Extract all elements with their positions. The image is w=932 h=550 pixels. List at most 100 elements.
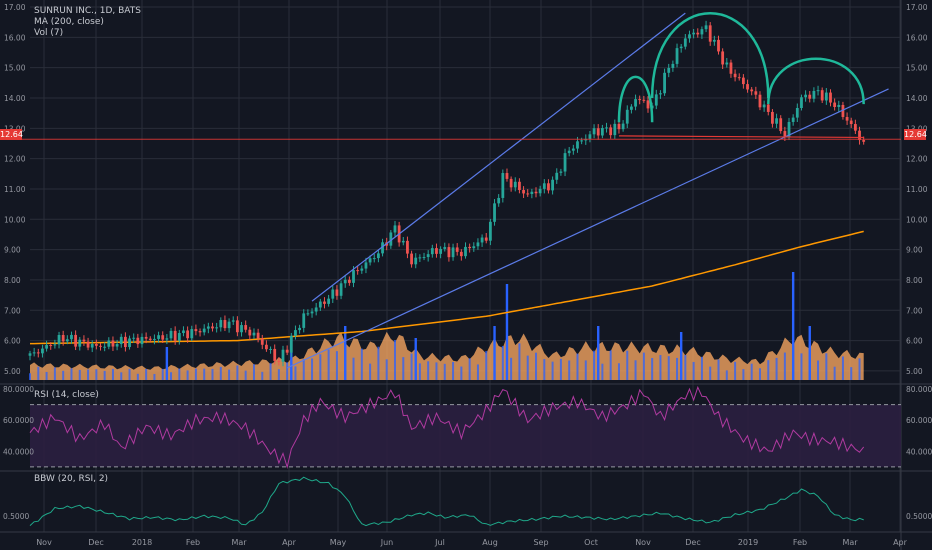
candle-body [858,130,861,141]
candle-body [306,313,310,315]
volume-bar [584,360,587,380]
candle-body [123,336,127,348]
candle-body [70,334,73,340]
legend-symbol[interactable]: SUNRUN INC., 1D, BATS [34,6,141,16]
candle-body [451,247,455,258]
candle-body [559,171,563,173]
candle-body [430,248,434,255]
left-shoulder-arc[interactable] [617,75,654,123]
neckline[interactable] [618,135,864,139]
candle-body [609,127,613,136]
candle-body [389,232,393,246]
volume-bar [286,362,289,380]
legend-vol[interactable]: Vol (7) [34,28,64,38]
candle-body [613,123,617,136]
volume-bar [758,368,761,380]
right-shoulder-arc[interactable] [767,57,865,105]
candle-body [704,25,708,30]
time-tick: 2019 [738,538,758,547]
volume-bar [410,353,413,380]
candle-body [509,178,513,188]
time-tick: Mar [231,538,247,547]
candle-body [750,89,754,92]
volume-bar [742,369,745,380]
volume-bar [850,367,853,380]
volume-bar [261,371,264,380]
candle-body [65,339,69,342]
legend-rsi[interactable]: RSI (14, close) [34,390,99,400]
candle-body [148,338,152,340]
legend-ma[interactable]: MA (200, close) [34,17,104,27]
price-tick-right: 8.00 [906,276,923,285]
candle-body [111,340,115,347]
candle-body [555,172,559,180]
volume-bar [252,364,255,380]
rsi-tick-left: 40.0000 [3,447,34,456]
volume-bar [717,359,720,380]
volume-bar [87,369,90,380]
candle-body [248,329,252,336]
ma-200-path [30,230,864,345]
candle-body [630,106,633,110]
channel-upper-trendline[interactable] [311,12,686,302]
volume-bar [485,351,488,380]
candle-body [119,336,123,345]
main-legend: SUNRUN INC., 1D, BATS MA (200, close) Vo… [34,6,141,39]
candle-body [746,84,749,90]
candle-body [414,257,418,265]
candle-body [787,121,791,137]
candle-body [132,337,136,339]
volume-bar [402,357,405,380]
candle-body [534,191,538,194]
candle-body [464,246,467,257]
candle-body [737,77,741,79]
candle-body [439,248,443,254]
volume-bar [228,369,231,380]
candle-body [310,311,314,314]
legend-bbw[interactable]: BBW (20, RSI, 2) [34,474,109,484]
volume-bar [800,353,803,380]
volume-bar [211,368,214,380]
candle-body [339,283,343,296]
candle-body [74,334,78,347]
time-tick: Sep [533,538,548,547]
pattern-annotations[interactable] [0,12,901,369]
candle-body [625,109,629,124]
candle-body [281,349,285,362]
candlesticks [28,20,866,367]
candle-body [28,353,32,356]
candle-body [41,348,44,354]
volume-bar [775,357,778,380]
price-tick-right: 13.00 [906,124,928,133]
candle-body [812,90,816,99]
time-tick: Aug [482,538,498,547]
candle-body [227,321,231,329]
candle-body [849,120,853,125]
bbw-tick-left: 0.5000 [3,512,29,521]
candle-body [223,320,227,329]
candle-body [182,330,185,334]
candle-body [401,240,405,243]
candle-body [294,330,297,336]
volume-bar [626,350,629,380]
candle-body [265,344,268,350]
candle-body [78,339,82,347]
candle-body [845,116,849,121]
candle-body [269,348,272,350]
volume-bar [269,363,272,380]
channel-lower-trendline[interactable] [286,88,889,369]
candle-body [368,258,372,263]
candle-body [862,140,866,142]
candle-body [576,141,579,149]
candle-body [128,338,131,348]
time-tick: Nov [635,538,651,547]
candle-body [733,73,737,78]
candle-body [617,123,621,130]
head-arc[interactable] [650,12,770,99]
price-tick-left: 16.00 [4,33,26,42]
volume-bar [518,343,521,380]
candle-body [808,94,812,99]
candle-body [634,99,637,107]
volume-bar [161,368,164,380]
